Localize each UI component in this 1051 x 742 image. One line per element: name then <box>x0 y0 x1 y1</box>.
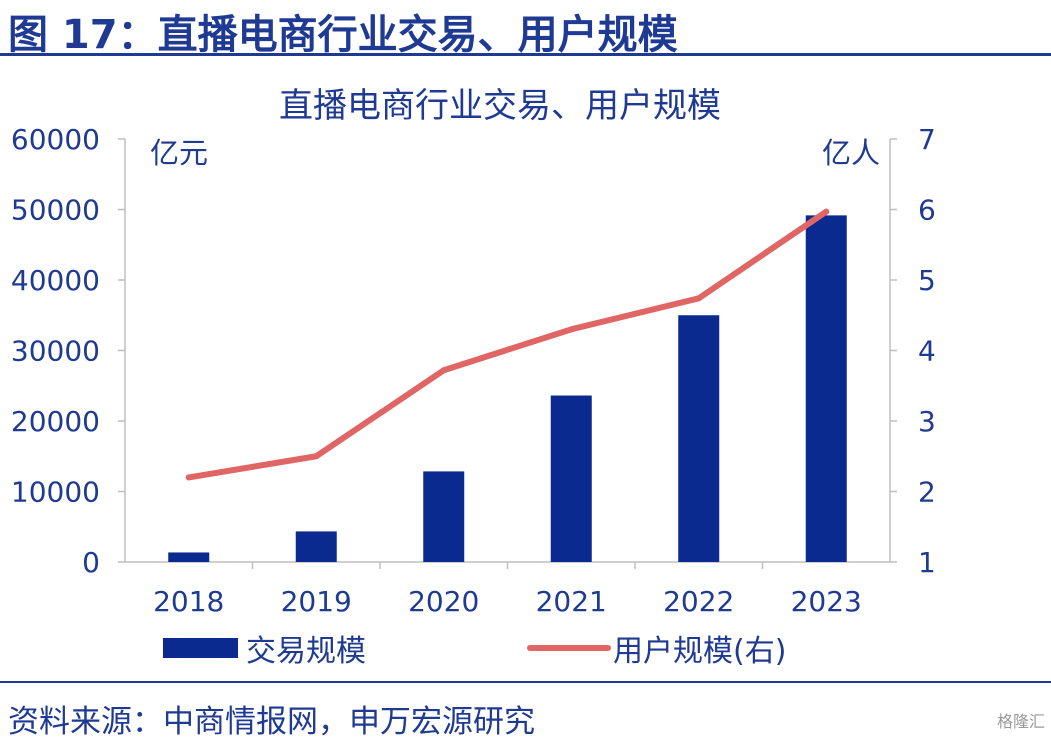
x-tick-label: 2021 <box>536 585 607 618</box>
line-point-2018 <box>185 474 192 481</box>
x-tick-label: 2022 <box>663 585 734 618</box>
right-tick-label: 7 <box>918 123 936 156</box>
bar-2021 <box>550 395 592 562</box>
bar-2019 <box>295 531 337 562</box>
left-tick-label: 20000 <box>11 405 100 438</box>
right-axis-unit: 亿人 <box>822 136 880 170</box>
right-tick-label: 6 <box>918 194 936 227</box>
top-rule <box>0 53 1051 56</box>
legend-label-line: 用户规模(右) <box>613 634 786 669</box>
x-tick-label: 2020 <box>408 585 479 618</box>
line-point-2021 <box>568 326 575 333</box>
left-tick-label: 10000 <box>11 476 100 509</box>
chart-title: 直播电商行业交易、用户规模 <box>279 86 721 126</box>
x-tick-label: 2023 <box>791 585 862 618</box>
watermark: 格隆汇 <box>996 712 1045 731</box>
figure-title: 图 17：直播电商行业交易、用户规模 <box>8 12 678 58</box>
bar-2022 <box>678 315 720 562</box>
bar-2023 <box>805 215 847 562</box>
user-scale-line <box>185 208 830 481</box>
left-tick-label: 0 <box>82 546 100 579</box>
left-tick-label: 40000 <box>11 264 100 297</box>
line-point-2023 <box>823 208 830 215</box>
bottom-rule <box>0 681 1051 683</box>
bar-2020 <box>423 471 465 562</box>
line-point-2022 <box>695 295 702 302</box>
left-tick-label: 30000 <box>11 335 100 368</box>
x-tick-label: 2018 <box>153 585 224 618</box>
left-tick-label: 50000 <box>11 194 100 227</box>
line-point-2019 <box>313 453 320 460</box>
left-axis-unit: 亿元 <box>150 136 208 170</box>
source-note: 资料来源：中商情报网，申万宏源研究 <box>8 704 535 740</box>
x-tick-label: 2019 <box>281 585 352 618</box>
legend: 交易规模 用户规模(右) <box>163 634 786 669</box>
legend-swatch-bar <box>163 638 238 658</box>
line-point-2020 <box>440 367 447 374</box>
right-tick-label: 4 <box>918 335 936 368</box>
right-tick-label: 1 <box>918 546 936 579</box>
right-tick-label: 5 <box>918 264 936 297</box>
right-tick-label: 2 <box>918 476 936 509</box>
left-tick-label: 60000 <box>11 123 100 156</box>
legend-label-bar: 交易规模 <box>246 634 366 669</box>
right-tick-label: 3 <box>918 405 936 438</box>
bar-2018 <box>168 552 210 562</box>
